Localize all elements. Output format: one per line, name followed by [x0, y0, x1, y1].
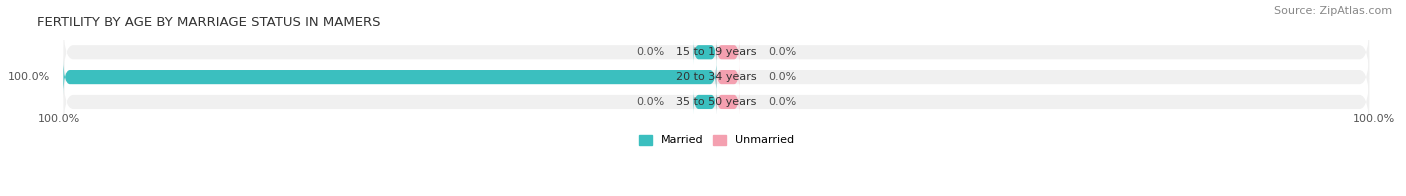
Text: 100.0%: 100.0% — [1353, 114, 1395, 124]
Text: 20 to 34 years: 20 to 34 years — [676, 72, 756, 82]
FancyBboxPatch shape — [716, 64, 740, 90]
FancyBboxPatch shape — [716, 89, 740, 115]
FancyBboxPatch shape — [716, 39, 740, 65]
Text: 0.0%: 0.0% — [636, 47, 664, 57]
Text: 100.0%: 100.0% — [8, 72, 51, 82]
Legend: Married, Unmarried: Married, Unmarried — [634, 130, 799, 150]
Text: FERTILITY BY AGE BY MARRIAGE STATUS IN MAMERS: FERTILITY BY AGE BY MARRIAGE STATUS IN M… — [38, 16, 381, 29]
Text: Source: ZipAtlas.com: Source: ZipAtlas.com — [1274, 6, 1392, 16]
Text: 0.0%: 0.0% — [636, 97, 664, 107]
FancyBboxPatch shape — [693, 89, 717, 115]
FancyBboxPatch shape — [63, 22, 1369, 83]
Text: 35 to 50 years: 35 to 50 years — [676, 97, 756, 107]
FancyBboxPatch shape — [63, 59, 717, 95]
Text: 0.0%: 0.0% — [769, 47, 797, 57]
FancyBboxPatch shape — [63, 72, 1369, 132]
Text: 0.0%: 0.0% — [769, 97, 797, 107]
FancyBboxPatch shape — [693, 39, 717, 65]
Text: 15 to 19 years: 15 to 19 years — [676, 47, 756, 57]
Text: 100.0%: 100.0% — [38, 114, 80, 124]
FancyBboxPatch shape — [63, 47, 1369, 107]
Text: 0.0%: 0.0% — [769, 72, 797, 82]
